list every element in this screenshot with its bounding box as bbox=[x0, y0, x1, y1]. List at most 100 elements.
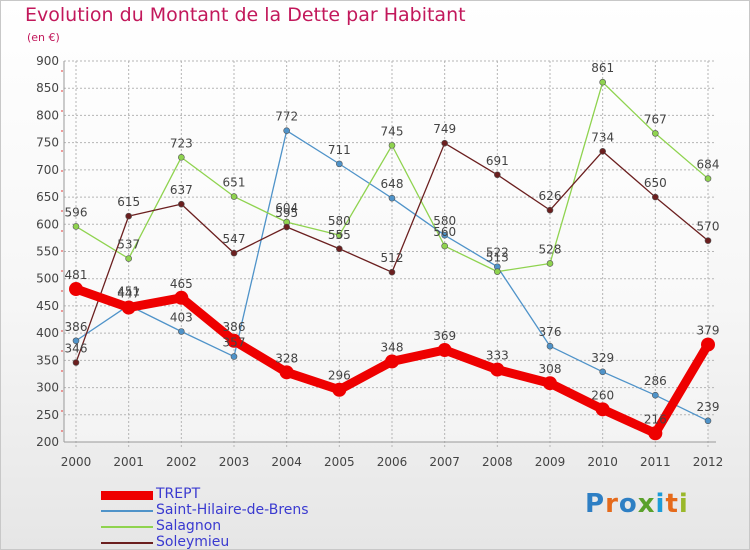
data-label: 239 bbox=[697, 400, 720, 414]
y-tick-label: 200 bbox=[36, 435, 59, 449]
data-label: 376 bbox=[539, 325, 562, 339]
x-tick-label: 2004 bbox=[271, 455, 302, 469]
data-label: 711 bbox=[328, 143, 351, 157]
data-label: 379 bbox=[697, 324, 720, 338]
y-tick-label: 650 bbox=[36, 190, 59, 204]
data-point bbox=[72, 337, 80, 345]
data-label: 651 bbox=[223, 176, 246, 190]
data-label: 216 bbox=[644, 412, 667, 426]
data-label: 648 bbox=[381, 177, 404, 191]
logo-letter: r bbox=[605, 489, 619, 519]
x-tick-label: 2012 bbox=[693, 455, 724, 469]
data-label: 723 bbox=[170, 136, 193, 150]
data-point bbox=[69, 282, 83, 297]
data-label: 346 bbox=[65, 342, 88, 356]
data-point bbox=[437, 343, 452, 358]
logo-letter: i bbox=[655, 489, 666, 519]
data-label: 637 bbox=[170, 183, 193, 197]
data-label: 296 bbox=[328, 369, 351, 383]
y-tick-label: 700 bbox=[36, 163, 59, 177]
data-point bbox=[178, 200, 185, 208]
data-point bbox=[599, 368, 606, 376]
data-point bbox=[178, 154, 185, 161]
data-point bbox=[283, 127, 290, 134]
x-tick-label: 2001 bbox=[113, 455, 144, 469]
data-point bbox=[543, 376, 557, 391]
data-label: 749 bbox=[433, 122, 456, 136]
x-tick-label: 2005 bbox=[324, 455, 355, 469]
data-point bbox=[546, 342, 554, 350]
y-tick-label: 800 bbox=[36, 108, 59, 122]
data-point bbox=[704, 237, 712, 244]
data-label: 357 bbox=[223, 336, 246, 350]
data-label: 329 bbox=[591, 351, 614, 365]
data-point bbox=[546, 260, 554, 267]
data-label: 451 bbox=[117, 284, 140, 298]
data-label: 580 bbox=[433, 214, 456, 228]
data-point bbox=[441, 139, 448, 147]
data-label: 308 bbox=[539, 362, 562, 376]
data-label: 465 bbox=[170, 277, 193, 291]
data-point bbox=[652, 193, 659, 201]
data-label: 447 bbox=[117, 287, 140, 301]
data-point bbox=[227, 333, 241, 348]
legend-swatch bbox=[101, 542, 153, 544]
logo-letter: x bbox=[637, 489, 656, 519]
logo-letter: t bbox=[665, 489, 679, 519]
data-point bbox=[441, 231, 448, 239]
data-label: 626 bbox=[539, 189, 562, 203]
y-tick-label: 500 bbox=[36, 272, 59, 286]
data-label: 547 bbox=[223, 232, 246, 246]
data-point bbox=[174, 290, 189, 305]
data-point bbox=[230, 353, 238, 360]
data-label: 537 bbox=[117, 238, 140, 252]
data-label: 650 bbox=[644, 176, 667, 190]
data-label: 604 bbox=[275, 201, 298, 215]
y-tick-label: 450 bbox=[36, 299, 59, 313]
data-label: 522 bbox=[486, 246, 509, 260]
data-point bbox=[230, 249, 238, 257]
data-point bbox=[388, 194, 396, 202]
data-point bbox=[230, 193, 238, 200]
y-tick-label: 400 bbox=[36, 326, 59, 340]
data-label: 772 bbox=[275, 110, 298, 124]
data-point bbox=[336, 160, 343, 168]
data-label: 348 bbox=[381, 340, 404, 354]
y-tick-label: 750 bbox=[36, 136, 59, 150]
data-label: 528 bbox=[539, 242, 562, 256]
data-point bbox=[595, 402, 610, 417]
data-label: 684 bbox=[697, 158, 720, 172]
data-label: 615 bbox=[117, 195, 140, 209]
logo-letter: i bbox=[678, 489, 689, 519]
y-tick-label: 900 bbox=[36, 54, 59, 68]
data-point bbox=[388, 268, 396, 276]
data-point bbox=[490, 362, 505, 377]
data-label: 595 bbox=[275, 206, 298, 220]
data-point bbox=[385, 354, 399, 369]
y-tick-label: 250 bbox=[36, 408, 59, 422]
x-tick-label: 2000 bbox=[61, 455, 92, 469]
data-point bbox=[441, 242, 448, 250]
data-point bbox=[704, 175, 712, 182]
data-point bbox=[599, 148, 606, 155]
data-point bbox=[599, 78, 606, 86]
chart-subtitle: (en €) bbox=[27, 31, 60, 44]
legend-label: Saint-Hilaire-de-Brens bbox=[156, 502, 309, 518]
data-label: 861 bbox=[591, 61, 614, 75]
y-tick-label: 550 bbox=[36, 245, 59, 259]
legend-swatch bbox=[101, 490, 153, 500]
data-label: 286 bbox=[644, 374, 667, 388]
data-point bbox=[125, 255, 132, 262]
data-point bbox=[546, 206, 554, 214]
legend-swatch bbox=[101, 526, 153, 528]
data-point bbox=[494, 171, 501, 179]
data-point bbox=[652, 391, 659, 399]
data-point bbox=[279, 365, 294, 380]
data-label: 512 bbox=[381, 251, 404, 265]
data-label: 481 bbox=[65, 268, 88, 282]
data-point bbox=[125, 212, 132, 220]
legend-label: Salagnon bbox=[156, 518, 222, 534]
data-label: 745 bbox=[381, 124, 404, 138]
data-label: 691 bbox=[486, 154, 509, 168]
